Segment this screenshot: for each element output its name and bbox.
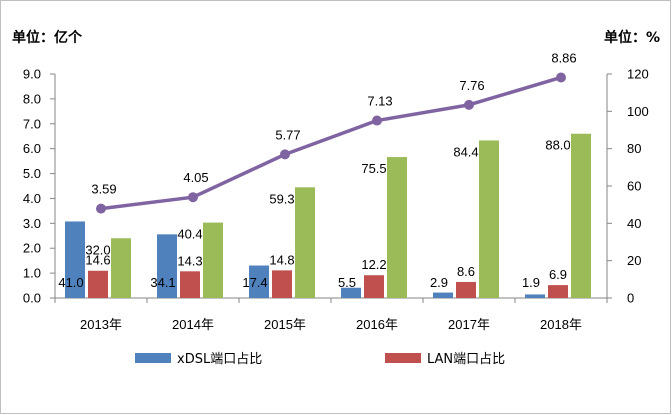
legend-swatch (135, 353, 171, 363)
line-data-label: 8.86 (551, 50, 576, 65)
left-axis-tick-label: 8.0 (23, 91, 41, 106)
bar-data-label-ftth: 84.4 (453, 144, 478, 159)
line-data-label: 5.77 (275, 127, 300, 142)
legend-label: xDSL端口占比 (177, 352, 262, 367)
left-axis-tick-label: 4.0 (23, 191, 41, 206)
left-axis-unit: 单位：亿个 (12, 29, 83, 46)
bar-2 (456, 281, 476, 298)
right-axis-tick-label: 100 (627, 104, 649, 119)
line-series-group (96, 72, 566, 214)
bar-1 (341, 287, 361, 298)
bar-data-label-lan: 14.3 (177, 253, 202, 268)
x-axis-category-label: 2014年 (172, 317, 214, 332)
bar-data-label-xdsl: 34.1 (150, 275, 175, 290)
bar-3 (479, 140, 499, 298)
line-data-label: 3.59 (91, 182, 116, 197)
legend-label: LAN端口占比 (427, 352, 505, 367)
bar-data-label-lan: 6.9 (549, 267, 567, 282)
bar-data-label-lan: 12.2 (361, 257, 386, 272)
bar-3 (387, 157, 407, 298)
bar-1 (433, 292, 453, 298)
bar-1 (65, 221, 85, 298)
line-data-label: 4.05 (183, 170, 208, 185)
left-axis-tick-label: 0.0 (23, 291, 41, 306)
left-axis-tick-label: 2.0 (23, 241, 41, 256)
line-point (96, 203, 106, 214)
x-axis-category-label: 2015年 (264, 317, 306, 332)
left-axis-tick-label: 3.0 (23, 216, 41, 231)
line-point (372, 115, 382, 126)
x-axis-category-label: 2018年 (540, 317, 582, 332)
bar-3 (571, 133, 591, 298)
x-axis-category-label: 2016年 (356, 317, 398, 332)
bar-series-group (65, 133, 591, 298)
bar-data-label-xdsl: 1.9 (522, 275, 540, 290)
bar-data-label-ftth: 32.0 (85, 242, 110, 257)
bar-data-label-xdsl: 2.9 (430, 275, 448, 290)
x-axis-category-label: 2017年 (448, 317, 490, 332)
line-point (188, 192, 198, 203)
bar-1 (525, 294, 545, 298)
line-data-label: 7.76 (459, 78, 484, 93)
bar-data-label-ftth: 40.4 (177, 227, 202, 242)
line-point (280, 149, 290, 160)
bar-3 (295, 187, 315, 298)
bar-2 (364, 275, 384, 298)
right-axis-tick-label: 0 (627, 291, 634, 306)
line-point (556, 72, 566, 83)
bar-data-label-lan: 14.6 (85, 253, 110, 268)
line-point (464, 99, 474, 110)
bar-1 (249, 265, 269, 298)
right-axis-tick-label: 40 (627, 216, 641, 231)
line-data-label: 7.13 (367, 94, 392, 109)
left-axis-tick-label: 5.0 (23, 166, 41, 181)
left-axis-tick-label: 6.0 (23, 141, 41, 156)
bar-data-label-ftth: 88.0 (545, 138, 570, 153)
data-labels-group: 41.0 34.1 17.4 5.5 2.9 1.9 14.6 14.3 14.8 12.2 8.6… (58, 50, 576, 290)
bar-data-label-ftth: 59.3 (269, 191, 294, 206)
right-axis-tick-label: 60 (627, 179, 641, 194)
right-axis-unit: 单位：% (604, 29, 660, 46)
bar-2 (88, 270, 108, 298)
bar-data-label-lan: 8.6 (457, 264, 475, 279)
bar-data-label-xdsl: 5.5 (338, 275, 356, 290)
axes: 0.0 1.0 2.0 3.0 4.0 5.0 6.0 7.0 8.0 9.0 0 20 40 60 80 1… (23, 67, 649, 333)
bar-2 (272, 270, 292, 298)
bar-2 (180, 271, 200, 298)
bar-data-label-lan: 14.8 (269, 252, 294, 267)
line-series-path (100, 75, 562, 211)
bar-data-label-xdsl: 41.0 (58, 275, 83, 290)
bar-3 (111, 238, 131, 298)
left-axis-tick-label: 7.0 (23, 116, 41, 131)
right-axis-tick-label: 80 (627, 141, 641, 156)
right-axis-tick-label: 20 (627, 253, 641, 268)
bar-data-label-xdsl: 17.4 (242, 275, 267, 290)
left-axis-tick-label: 9.0 (23, 67, 41, 82)
legend: xDSL端口占比 LAN端口占比 (135, 352, 505, 367)
bar-1 (157, 234, 177, 298)
bar-data-label-ftth: 75.5 (361, 161, 386, 176)
legend-swatch (385, 353, 421, 363)
x-axis-category-label: 2013年 (80, 317, 122, 332)
right-axis-tick-label: 120 (627, 67, 649, 82)
bar-3 (203, 222, 223, 298)
bar-2 (548, 285, 568, 298)
left-axis-tick-label: 1.0 (23, 266, 41, 281)
